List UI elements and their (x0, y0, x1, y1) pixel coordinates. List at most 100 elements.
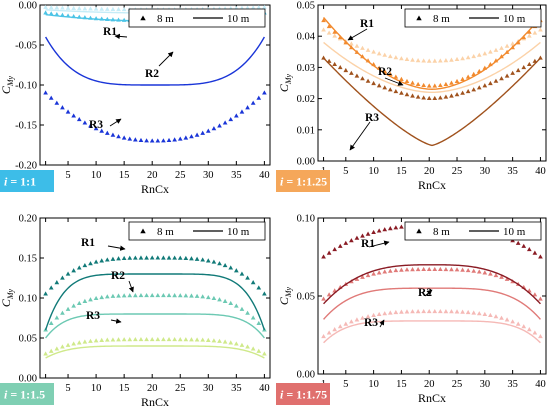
ratio-badge-label: i = 1:1.25 (280, 175, 327, 189)
legend-marker-label: 8 m (157, 13, 174, 25)
data-point-r2 (127, 293, 133, 298)
data-point-r2 (526, 29, 532, 34)
x-tick-label: 20 (147, 170, 158, 181)
ratio-badge-var: i (280, 175, 284, 189)
data-point-r3 (376, 83, 382, 88)
x-tick-label: 15 (119, 170, 130, 181)
data-point-r3 (449, 93, 454, 98)
data-point-r1 (426, 58, 432, 63)
y-axis-label: CMy (0, 75, 15, 94)
data-point-r2 (250, 315, 256, 320)
data-point-r3 (256, 95, 262, 100)
data-point-r1 (488, 312, 493, 318)
data-point-r1 (438, 58, 443, 63)
y-axis-label: CMy (0, 288, 15, 307)
data-point-r1 (443, 58, 449, 63)
data-point-r3 (93, 126, 99, 131)
data-point-r2 (217, 297, 222, 302)
data-point-r3 (262, 90, 267, 95)
data-point-r3 (121, 135, 127, 140)
data-point-r2 (499, 54, 504, 59)
ratio-badge-var: i (280, 388, 284, 402)
data-point-r1 (82, 6, 88, 11)
data-point-r3 (161, 138, 166, 143)
data-point-r2 (121, 17, 127, 22)
y-tick-label: 0.02 (297, 94, 315, 105)
ratio-badge-value: = 1:1.25 (283, 175, 327, 189)
series-line-r2 (45, 313, 265, 339)
data-point-r2 (493, 272, 499, 278)
data-point-r2 (166, 293, 172, 298)
data-point-r1 (387, 310, 393, 315)
data-point-r3 (161, 255, 166, 260)
y-tick-label: 0.05 (297, 1, 315, 12)
data-point-r1 (526, 33, 532, 38)
data-point-r3 (110, 132, 116, 137)
data-point-r1 (354, 317, 360, 322)
data-point-r3 (387, 87, 393, 92)
data-point-r2 (360, 274, 365, 279)
region-label-r3: R3 (365, 112, 379, 124)
data-point-r1 (382, 311, 388, 316)
data-point-r1 (493, 314, 499, 319)
region-label-r2: R2 (418, 287, 432, 299)
data-point-r1 (526, 327, 532, 332)
data-point-r3 (515, 67, 521, 73)
y-axis-label-subscript: My (284, 286, 293, 298)
x-tick-label: 35 (507, 166, 518, 177)
region-arrow (384, 77, 404, 86)
data-point-r3 (88, 123, 93, 128)
data-point-r1 (432, 58, 438, 63)
data-point-r1 (332, 327, 338, 332)
ratio-badge-label: i = 1:1.75 (280, 388, 327, 402)
data-point-r2 (365, 272, 371, 278)
data-point-r3 (404, 92, 410, 97)
region-label-r2: R2 (145, 68, 159, 80)
data-point-r1 (349, 319, 354, 324)
y-tick-label: 0.05 (297, 292, 315, 303)
data-point-r1 (228, 340, 234, 345)
legend-marker-icon (140, 15, 146, 21)
data-point-r3 (149, 138, 155, 143)
data-point-r2 (438, 82, 443, 88)
data-point-r3 (250, 280, 256, 285)
data-point-r3 (262, 291, 267, 296)
data-point-r2 (410, 80, 415, 85)
data-point-r1 (200, 337, 206, 342)
data-point-r2 (432, 266, 438, 272)
data-point-r1 (460, 309, 465, 314)
data-point-r2 (393, 267, 399, 273)
data-point-r2 (382, 68, 388, 73)
data-point-r2 (65, 13, 71, 18)
data-point-r3 (149, 255, 155, 260)
region-arrow (158, 51, 174, 67)
legend-marker-label: 8 m (433, 226, 450, 238)
data-point-r2 (76, 300, 82, 306)
ratio-badge (276, 383, 330, 405)
region-label-r1: R1 (361, 238, 375, 250)
data-point-r2 (515, 40, 521, 45)
data-point-r3 (200, 257, 206, 262)
data-point-r3 (138, 255, 144, 260)
region-arrow (379, 319, 385, 328)
data-point-r1 (211, 338, 217, 343)
data-point-r3 (48, 95, 54, 100)
data-point-r3 (471, 87, 477, 92)
data-point-r3 (332, 247, 338, 252)
data-point-r2 (161, 293, 166, 298)
data-point-r3 (104, 257, 110, 262)
data-point-r3 (387, 226, 393, 231)
data-point-r1 (499, 45, 504, 50)
data-point-r2 (116, 17, 121, 22)
data-point-r2 (194, 293, 200, 298)
data-point-r1 (104, 337, 110, 342)
data-point-r2 (360, 54, 365, 59)
data-point-r1 (43, 4, 48, 9)
data-point-r1 (60, 5, 65, 10)
data-point-r1 (205, 337, 211, 342)
data-point-r3 (326, 58, 332, 63)
data-point-r1 (426, 309, 432, 314)
y-tick-label: 0.05 (19, 334, 37, 345)
data-point-r2 (121, 293, 127, 298)
